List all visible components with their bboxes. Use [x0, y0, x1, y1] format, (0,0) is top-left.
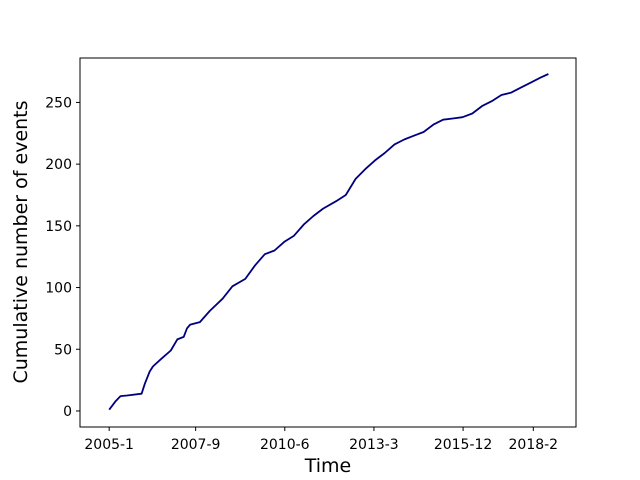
- x-axis-ticks: 2005-1 2007-9 2010-6 2013-3 2015-12 2018-2: [84, 427, 558, 453]
- x-tick-label: 2018-2: [509, 437, 559, 453]
- y-tick-label: 0: [63, 404, 72, 420]
- x-tick-label: 2007-9: [171, 437, 221, 453]
- y-tick-label: 200: [45, 157, 72, 173]
- y-tick-label: 250: [45, 95, 72, 111]
- y-axis-ticks: 0 50 100 150 200 250: [45, 95, 80, 420]
- y-tick-label: 50: [54, 342, 72, 358]
- x-tick-label: 2013-3: [349, 437, 399, 453]
- y-tick-label: 150: [45, 219, 72, 235]
- plot-frame: [79, 57, 577, 428]
- y-axis-label: Cumulative number of events: [10, 100, 32, 383]
- y-tick-label: 100: [45, 281, 72, 297]
- x-axis-label: Time: [304, 455, 352, 477]
- x-tick-label: 2005-1: [84, 437, 134, 453]
- x-tick-label: 2015-12: [434, 437, 493, 453]
- cumulative-events-line: [108, 73, 549, 411]
- x-tick-label: 2010-6: [260, 437, 310, 453]
